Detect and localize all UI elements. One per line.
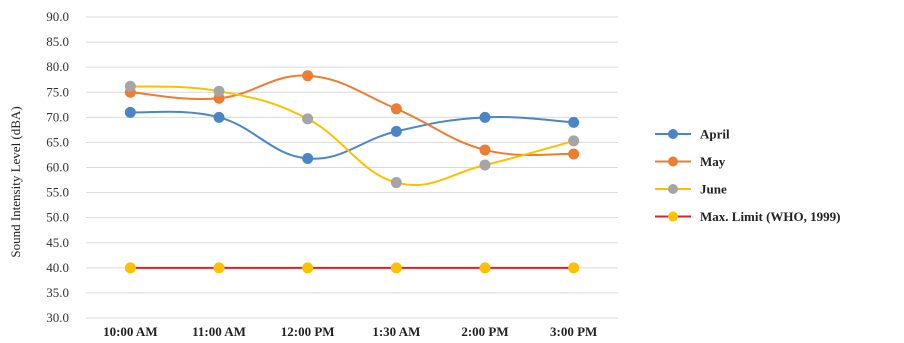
data-point [213, 262, 225, 274]
data-point [302, 262, 314, 274]
x-tick-label: 12:00 PM [281, 324, 335, 339]
series-line [130, 110, 574, 160]
data-point [213, 111, 225, 123]
y-axis-label: Sound Intensity Level (dBA) [8, 106, 23, 257]
y-tick-label: 35.0 [46, 285, 69, 300]
data-point [568, 262, 580, 274]
data-point [479, 159, 491, 171]
legend-label: Max. Limit (WHO, 1999) [700, 209, 840, 224]
y-axis-ticks: 30.0 35.0 40.0 45.0 50.0 55.0 60.0 65.0 70.0 75.0… [46, 9, 69, 325]
legend-entry: May [655, 154, 726, 169]
legend-label: April [700, 127, 730, 142]
data-point [568, 135, 580, 147]
grid-lines [86, 16, 618, 319]
data-point [390, 125, 402, 137]
y-tick-label: 75.0 [46, 84, 69, 99]
series-layer [124, 70, 580, 274]
legend-entry: April [655, 127, 730, 142]
legend-label: June [700, 182, 727, 197]
legend-marker [668, 156, 678, 167]
series-may [124, 70, 580, 160]
y-tick-label: 85.0 [46, 34, 69, 49]
y-tick-label: 80.0 [46, 59, 69, 74]
y-tick-label: 40.0 [46, 260, 69, 275]
legend-marker [668, 129, 678, 139]
data-point [124, 106, 136, 118]
x-tick-label: 11:00 AM [192, 324, 246, 339]
series-max-limit-who-1999 [124, 262, 580, 274]
data-point [390, 177, 402, 189]
y-tick-label: 70.0 [46, 109, 69, 124]
x-tick-label: 2:00 PM [461, 324, 508, 339]
y-tick-label: 55.0 [46, 185, 69, 200]
data-point [124, 80, 136, 92]
data-point [479, 111, 491, 123]
data-point [479, 262, 491, 274]
data-point [568, 116, 580, 128]
y-tick-label: 45.0 [46, 235, 69, 250]
y-tick-label: 90.0 [46, 9, 69, 24]
x-tick-label: 10:00 AM [103, 324, 158, 339]
data-point [302, 152, 314, 164]
y-tick-label: 30.0 [46, 310, 69, 325]
x-axis-ticks: 10:00 AM 11:00 AM 12:00 PM 1:30 AM 2:00 PM 3:… [103, 324, 597, 339]
series-line [130, 85, 574, 187]
data-point [302, 70, 314, 82]
y-tick-label: 50.0 [46, 210, 69, 225]
legend-entry: Max. Limit (WHO, 1999) [655, 209, 840, 224]
data-point [124, 262, 136, 274]
y-tick-label: 65.0 [46, 134, 69, 149]
series-line [130, 74, 574, 157]
data-point [390, 103, 402, 115]
data-point [302, 113, 314, 125]
legend-label: May [700, 154, 726, 169]
data-point [390, 262, 402, 274]
data-point [213, 85, 225, 97]
series-june [124, 80, 580, 189]
legend-marker [668, 184, 678, 194]
legend-marker [668, 211, 678, 222]
x-tick-label: 1:30 AM [372, 324, 420, 339]
data-point [568, 148, 580, 160]
x-tick-label: 3:00 PM [550, 324, 597, 339]
data-point [479, 144, 491, 156]
y-tick-label: 60.0 [46, 160, 69, 175]
legend-entry: June [655, 182, 727, 197]
legend: April May June Max. Limit (WHO, 1999) [655, 127, 840, 224]
